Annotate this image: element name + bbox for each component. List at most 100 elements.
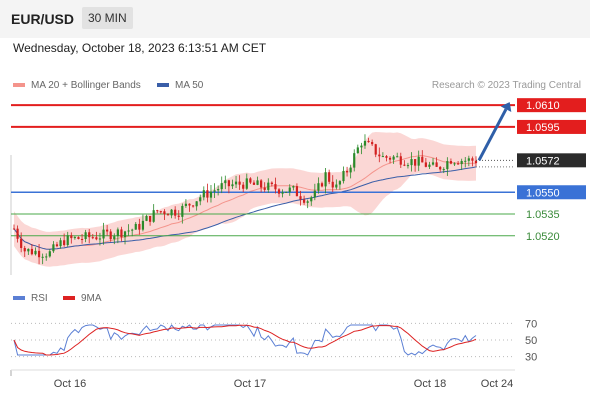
candle-body	[141, 220, 145, 230]
candle-body	[16, 228, 19, 239]
candle-body	[406, 165, 410, 167]
candle-body	[396, 156, 399, 158]
candle-body	[267, 182, 270, 190]
candle-body	[410, 159, 413, 166]
candle-body	[371, 142, 374, 145]
level-box-1	[517, 119, 586, 134]
ma20-line	[13, 154, 477, 250]
legend-rsi-label: RSI	[31, 293, 48, 304]
legend-ma20: MA 20 + Bollinger Bands	[13, 80, 141, 91]
candle-body	[453, 163, 456, 165]
candle-body	[281, 192, 284, 194]
candle-body	[181, 205, 184, 217]
legend-rsi-swatch	[13, 296, 25, 301]
candle-body	[134, 223, 137, 230]
candle-body	[381, 156, 384, 158]
level-box-0	[517, 98, 586, 113]
candle-body	[249, 178, 252, 183]
candle-body	[63, 240, 66, 246]
candle-body	[77, 237, 80, 239]
candle-body	[317, 183, 320, 191]
candle-body	[306, 201, 309, 203]
forecast-arrow-line	[477, 108, 508, 162]
candle-body	[113, 236, 116, 240]
candle-body	[206, 190, 209, 198]
candle-body	[156, 210, 159, 212]
level-label-2: 1.0550	[526, 187, 560, 199]
candle-body	[367, 140, 370, 143]
candle-body	[342, 170, 345, 182]
candle-body	[148, 216, 152, 222]
rsi-tick-label-0: 70	[525, 318, 537, 330]
candle-body	[238, 181, 241, 185]
candle-body	[102, 229, 105, 239]
candle-body	[428, 164, 431, 167]
candle-body	[199, 197, 202, 202]
candle-body	[439, 166, 442, 170]
candle-body	[464, 160, 467, 162]
candle-body	[414, 159, 417, 166]
candle-body	[295, 186, 299, 197]
timeframe-button[interactable]: 30 MIN	[82, 7, 133, 29]
candle-body	[41, 256, 44, 258]
candle-body	[84, 232, 87, 240]
candle-body	[20, 238, 23, 248]
legend-ma20-swatch	[13, 83, 25, 88]
candle-body	[270, 182, 273, 185]
candle-body	[335, 184, 338, 188]
candle-body	[467, 158, 470, 161]
candle-body	[349, 167, 352, 173]
candle-body	[106, 229, 109, 232]
candle-body	[91, 237, 94, 239]
legend-rsi: RSI	[13, 293, 48, 304]
candle-body	[388, 157, 392, 160]
candle-body	[385, 156, 388, 158]
candle-body	[231, 184, 234, 187]
candle-body	[299, 196, 302, 200]
candle-body	[59, 240, 62, 247]
candle-body	[446, 161, 449, 170]
candle-body	[88, 232, 91, 238]
current-price-label: 1.0572	[526, 155, 560, 167]
legend-ma50: MA 50	[157, 80, 203, 91]
candle-body	[435, 162, 438, 167]
candle-body	[52, 244, 55, 252]
candle-body	[98, 238, 102, 240]
candle-body	[403, 164, 406, 166]
legend-ma50-label: MA 50	[175, 80, 204, 91]
candle-body	[313, 190, 316, 198]
candle-body	[166, 214, 170, 216]
candle-body	[338, 181, 342, 185]
candle-body	[152, 210, 155, 222]
candle-body	[95, 237, 98, 240]
candle-body	[131, 229, 134, 231]
candle-body	[73, 237, 76, 239]
candle-body	[256, 180, 259, 185]
candle-body	[331, 181, 334, 188]
candle-body	[431, 162, 435, 165]
candle-body	[163, 211, 166, 215]
candle-body	[177, 215, 180, 217]
forecast-arrow-head	[500, 102, 512, 112]
x-tick-label-0: Oct 16	[54, 378, 86, 390]
rsi-9ma-line	[13, 324, 477, 356]
candle-body	[191, 205, 195, 207]
candle-body	[242, 184, 245, 189]
candle-body	[260, 180, 263, 188]
candle-body	[34, 250, 37, 255]
candle-body	[184, 203, 188, 206]
candle-body	[80, 238, 84, 240]
candle-body	[224, 180, 227, 184]
candle-body	[274, 184, 277, 190]
pair-label: EUR/USD	[11, 11, 75, 27]
candle-body	[217, 189, 220, 191]
candle-body	[138, 223, 141, 230]
rsi-tick-label-1: 50	[525, 335, 537, 347]
candle-body	[227, 180, 230, 187]
candle-body	[288, 187, 291, 192]
candle-body	[292, 186, 295, 188]
candle-body	[374, 144, 377, 155]
x-tick-label-3: Oct 24	[481, 378, 513, 390]
candle-body	[285, 191, 288, 193]
